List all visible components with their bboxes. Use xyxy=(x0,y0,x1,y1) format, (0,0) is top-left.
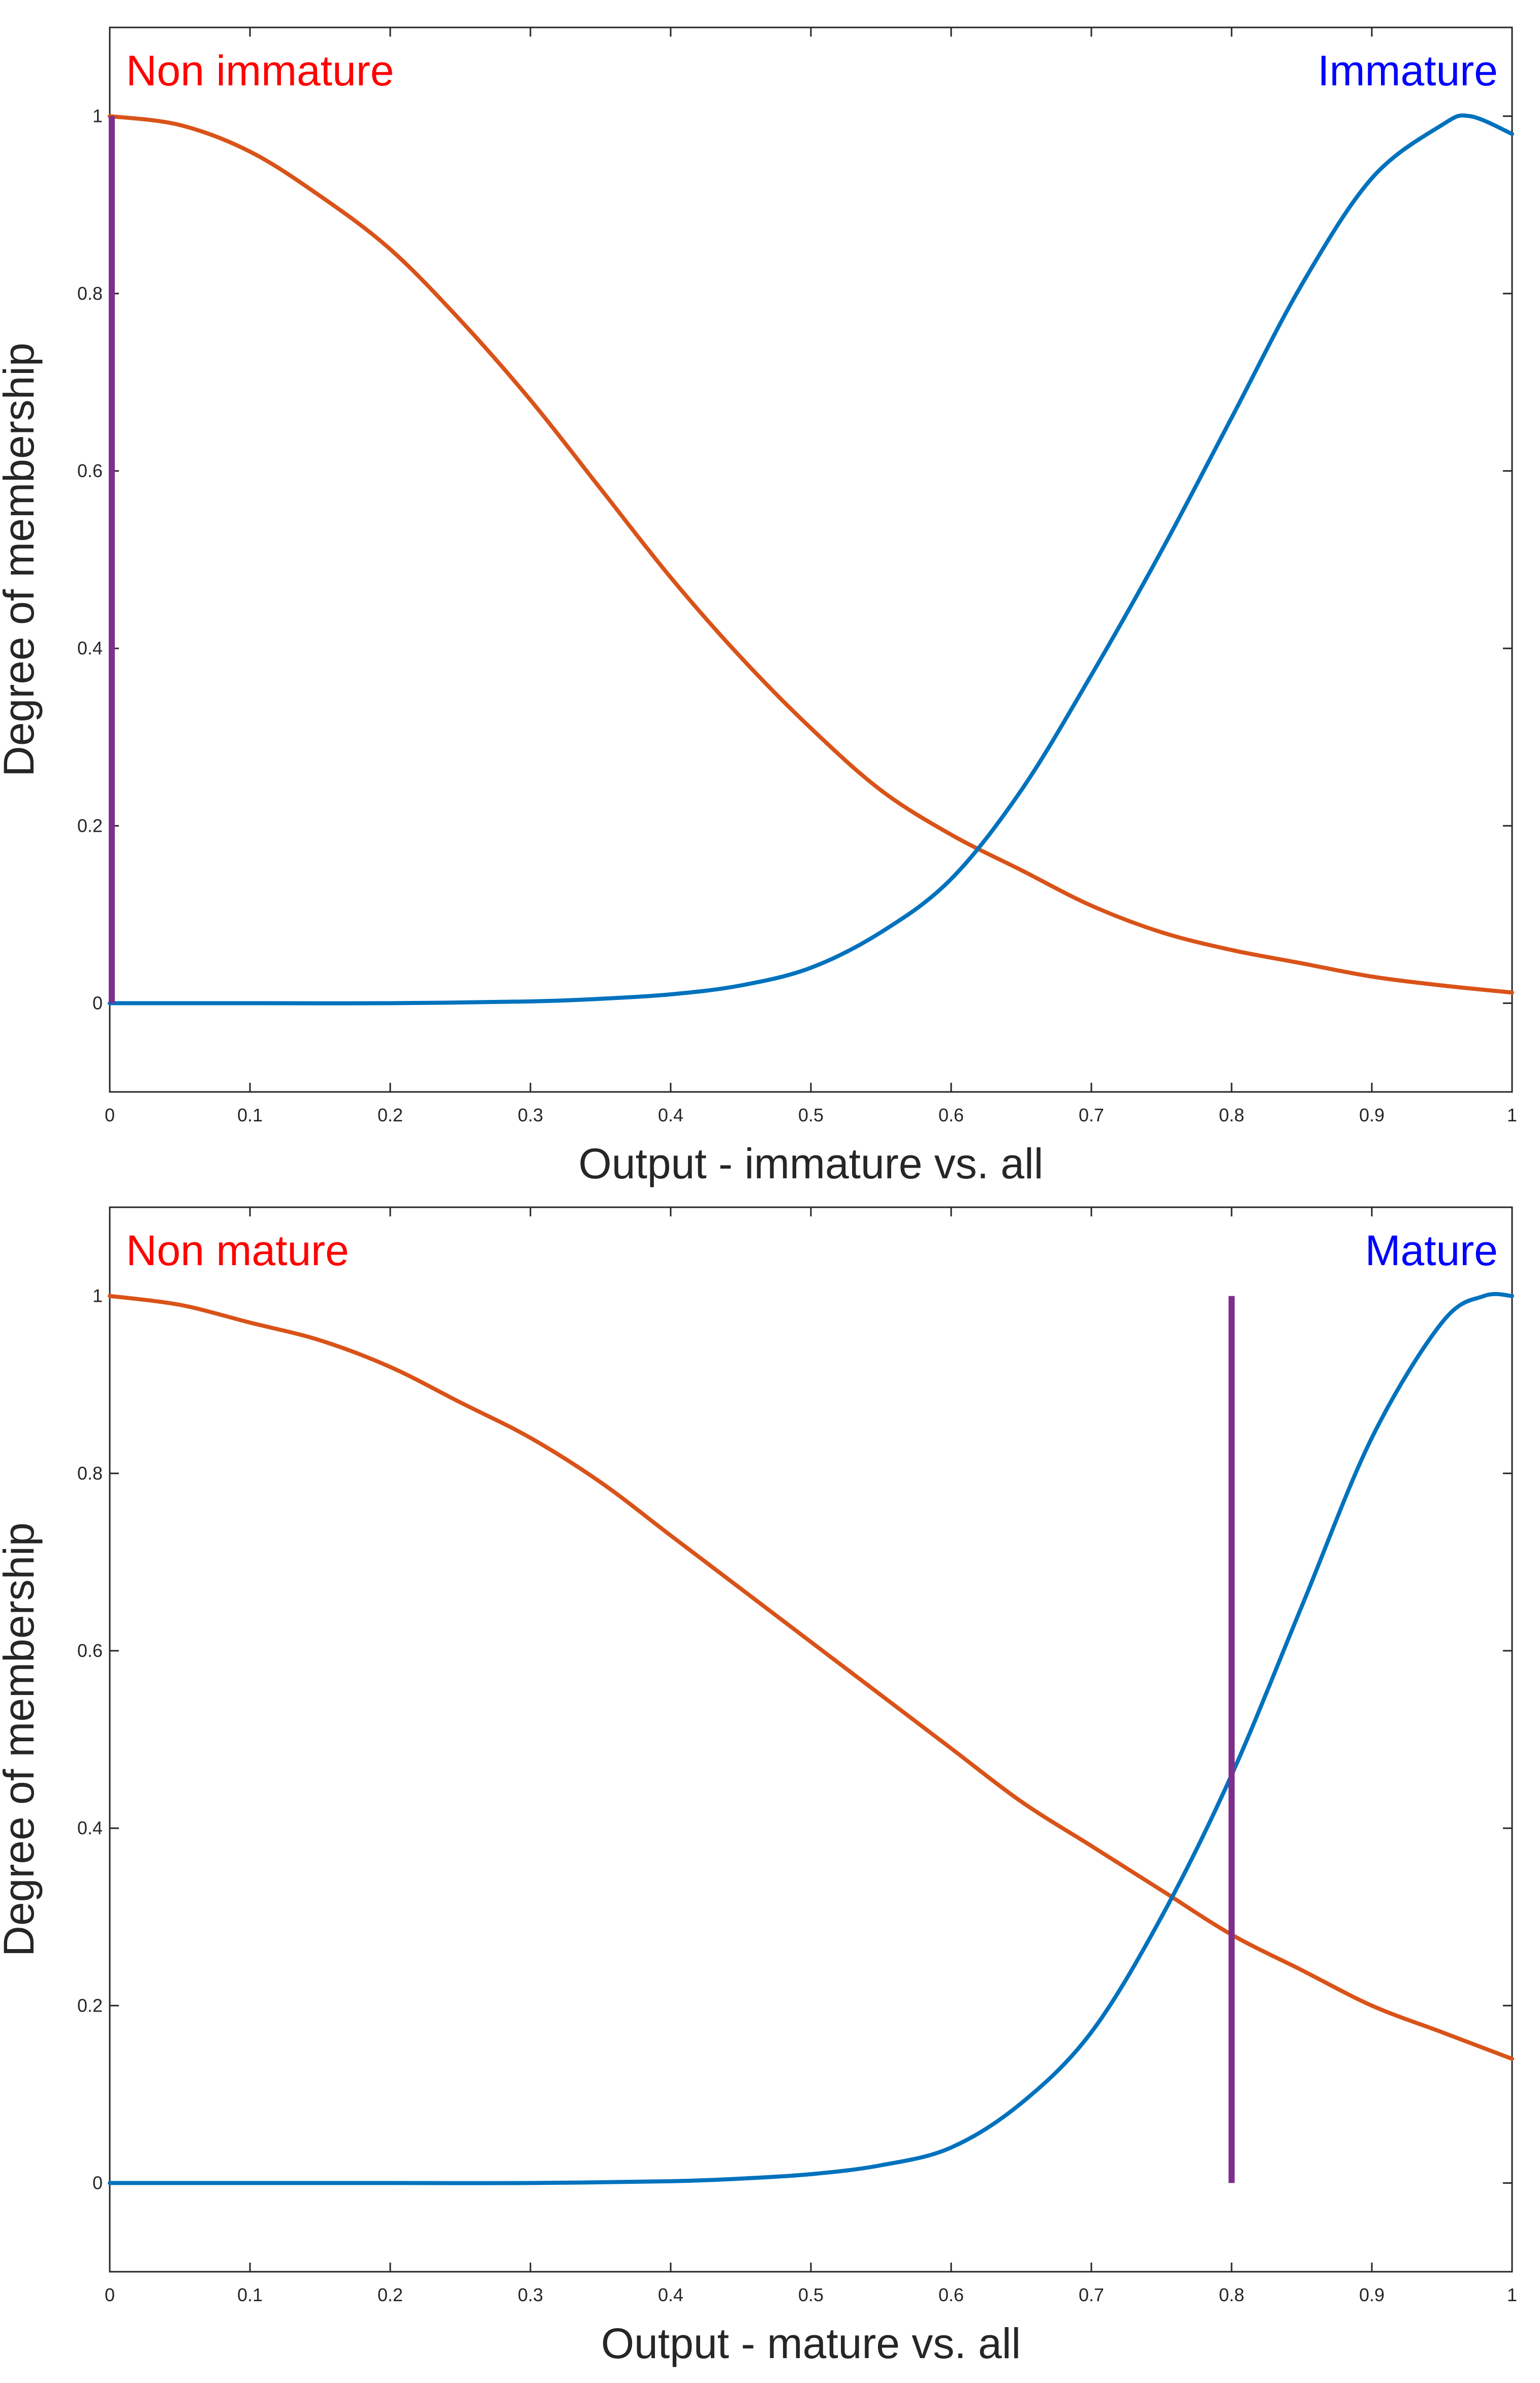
chart-mature-vs-all: 0 0.1 0.2 0.3 0.4 0.5 0.6 0.7 0.8 0.9 1 0 0.2 0.4 0.6 0… xyxy=(0,1206,1517,2367)
x-tick-label: 0.5 xyxy=(798,1105,824,1125)
y-tick-label: 1 xyxy=(92,106,103,127)
x-tick-label: 0.7 xyxy=(1079,1105,1104,1125)
y-tick-label: 0.2 xyxy=(77,1995,103,2016)
x-tick-label: 1 xyxy=(1507,2284,1517,2305)
x-tick-label: 0.2 xyxy=(378,2284,403,2305)
x-tick-label: 0.1 xyxy=(237,1105,263,1125)
x-tick-label: 0.3 xyxy=(518,2284,543,2305)
x-tick-label: 0.3 xyxy=(518,1105,543,1125)
x-tick-label: 0 xyxy=(105,2284,115,2305)
y-axis-label: Degree of membership xyxy=(0,1522,43,1956)
y-tick-label: 0.2 xyxy=(77,815,103,836)
x-tick-label: 0.9 xyxy=(1359,2284,1385,2305)
annotation-non-mature: Non mature xyxy=(126,1227,349,1274)
annotation-immature: Immature xyxy=(1317,47,1498,95)
chart-immature-vs-all: 0 0.1 0.2 0.3 0.4 0.5 0.6 0.7 0.8 0.9 1 0 0.2 0.4 0.6 0… xyxy=(0,26,1517,1187)
y-tick-label: 0.6 xyxy=(77,460,103,481)
y-tick-label: 0.8 xyxy=(77,283,103,304)
x-tick-label: 1 xyxy=(1507,1105,1517,1125)
y-tick-label: 0.8 xyxy=(77,1463,103,1484)
x-tick-label: 0.9 xyxy=(1359,1105,1385,1125)
axes-box xyxy=(109,26,1513,1093)
series-line-mature xyxy=(108,1292,1514,2185)
x-tick-label: 0.1 xyxy=(237,2284,263,2305)
x-tick-label: 0.6 xyxy=(938,1105,964,1125)
series-line-immature xyxy=(108,113,1514,1006)
x-tick-label: 0.2 xyxy=(378,1105,403,1125)
x-axis-label: Output - mature vs. all xyxy=(601,2319,1021,2367)
x-axis-label: Output - immature vs. all xyxy=(579,1140,1044,1187)
x-tick-label: 0 xyxy=(105,1105,115,1125)
x-tick-label: 0.8 xyxy=(1219,1105,1244,1125)
x-tick-label: 0.6 xyxy=(938,2284,964,2305)
y-tick-label: 0.6 xyxy=(77,1640,103,1661)
x-tick-label: 0.8 xyxy=(1219,2284,1244,2305)
y-tick-label: 0 xyxy=(92,992,103,1013)
x-tick-label: 0.4 xyxy=(658,2284,683,2305)
annotation-mature: Mature xyxy=(1365,1227,1498,1274)
axes-box xyxy=(109,1206,1513,2273)
x-tick-label: 0.5 xyxy=(798,2284,824,2305)
y-axis-label: Degree of membership xyxy=(0,342,43,776)
y-tick-label: 0.4 xyxy=(77,638,103,659)
x-tick-label: 0.4 xyxy=(658,1105,683,1125)
series-line-non-immature xyxy=(108,114,1514,995)
series-line-non-mature xyxy=(108,1294,1514,2061)
x-tick-label: 0.7 xyxy=(1079,2284,1104,2305)
annotation-non-immature: Non immature xyxy=(126,47,394,95)
y-tick-label: 0.4 xyxy=(77,1817,103,1838)
y-tick-label: 1 xyxy=(92,1285,103,1306)
y-tick-label: 0 xyxy=(92,2172,103,2193)
